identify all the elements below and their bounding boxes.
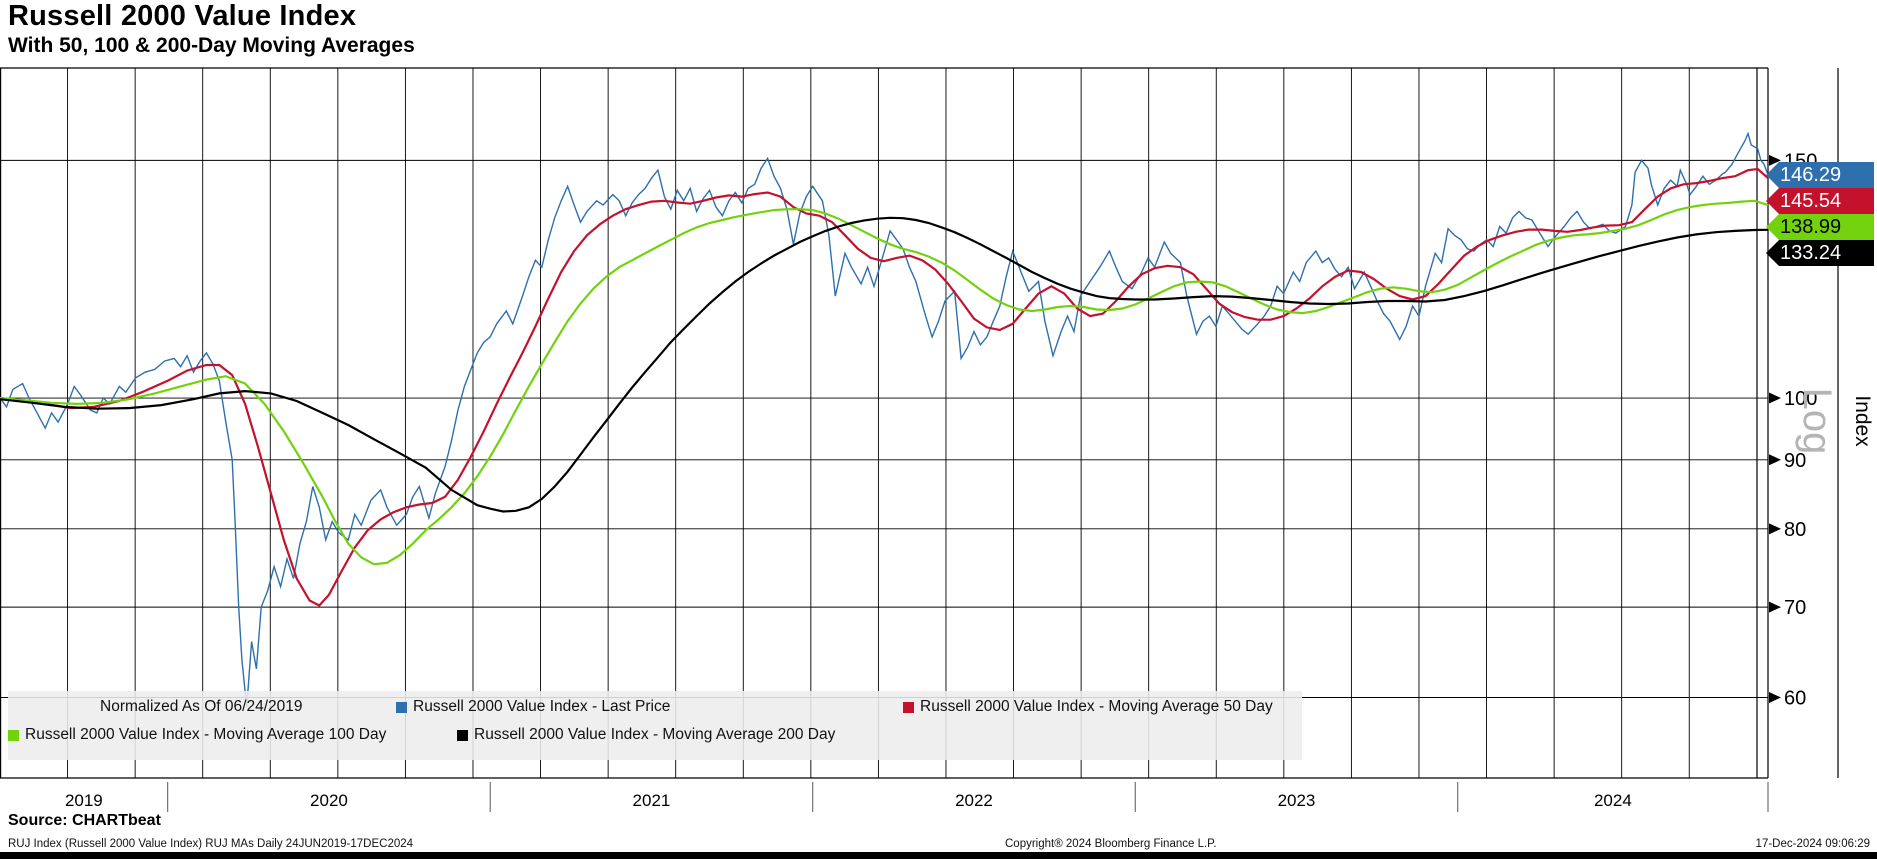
svg-text:60: 60: [1784, 687, 1806, 709]
legend-item-label: Russell 2000 Value Index - Moving Averag…: [25, 726, 387, 743]
legend-normalized-note: Normalized As Of 06/24/2019: [100, 698, 303, 715]
price-callout: 146.29: [1766, 162, 1874, 189]
ma-100-swatch-icon: [8, 729, 19, 741]
series-ma-50: [0, 167, 1769, 607]
legend: Normalized As Of 06/24/2019 Russell 2000…: [8, 691, 1302, 760]
bottom-bar: [0, 852, 1877, 859]
legend-item-ma-200[interactable]: Russell 2000 Value Index - Moving Averag…: [457, 723, 835, 747]
x-year-label: 2019: [65, 791, 103, 810]
series-ma-200: [0, 216, 1769, 513]
log-scale-label[interactable]: Log: [1795, 387, 1839, 455]
x-year-label: 2022: [955, 791, 993, 810]
x-year-label: 2023: [1278, 791, 1316, 810]
series-last-price: [0, 131, 1769, 708]
footer-copyright: Copyright® 2024 Bloomberg Finance L.P.: [1005, 838, 1217, 850]
series-ma-100: [0, 199, 1769, 566]
legend-item-label: Russell 2000 Value Index - Last Price: [413, 698, 671, 715]
x-axis: 2019 2020 2021 2022 2023 2024: [65, 782, 1769, 812]
footer-timestamp: 17-Dec-2024 09:06:29: [1755, 838, 1870, 850]
source-line: Source: CHARTbeat: [8, 812, 161, 829]
page-subtitle: With 50, 100 & 200-Day Moving Averages: [8, 34, 415, 57]
price-callout: 145.54: [1766, 188, 1874, 215]
svg-text:70: 70: [1784, 597, 1806, 619]
price-callout: 133.24: [1766, 240, 1874, 267]
plot-border: [0, 67, 1839, 779]
svg-text:90: 90: [1784, 450, 1806, 472]
svg-text:80: 80: [1784, 519, 1806, 541]
last-price-swatch-icon: [396, 701, 407, 713]
legend-item-last-price[interactable]: Russell 2000 Value Index - Last Price: [396, 695, 670, 719]
legend-item-label: Russell 2000 Value Index - Moving Averag…: [920, 698, 1273, 715]
x-year-label: 2020: [310, 791, 348, 810]
x-year-label: 2024: [1594, 791, 1632, 810]
legend-item-label: Russell 2000 Value Index - Moving Averag…: [474, 726, 836, 743]
index-axis-label: Index: [1851, 395, 1874, 447]
legend-item-ma-100[interactable]: Russell 2000 Value Index - Moving Averag…: [8, 723, 386, 747]
gridlines: [0, 68, 1768, 778]
footer-ticker-info: RUJ Index (Russell 2000 Value Index) RUJ…: [8, 838, 414, 850]
price-callout: 138.99: [1766, 214, 1874, 241]
ma-50-swatch-icon: [903, 701, 914, 713]
ma-200-swatch-icon: [457, 729, 468, 741]
page-title: Russell 2000 Value Index: [8, 0, 357, 32]
legend-item-ma-50[interactable]: Russell 2000 Value Index - Moving Averag…: [903, 695, 1273, 719]
x-year-label: 2021: [633, 791, 671, 810]
svg-text:100: 100: [1784, 388, 1817, 410]
